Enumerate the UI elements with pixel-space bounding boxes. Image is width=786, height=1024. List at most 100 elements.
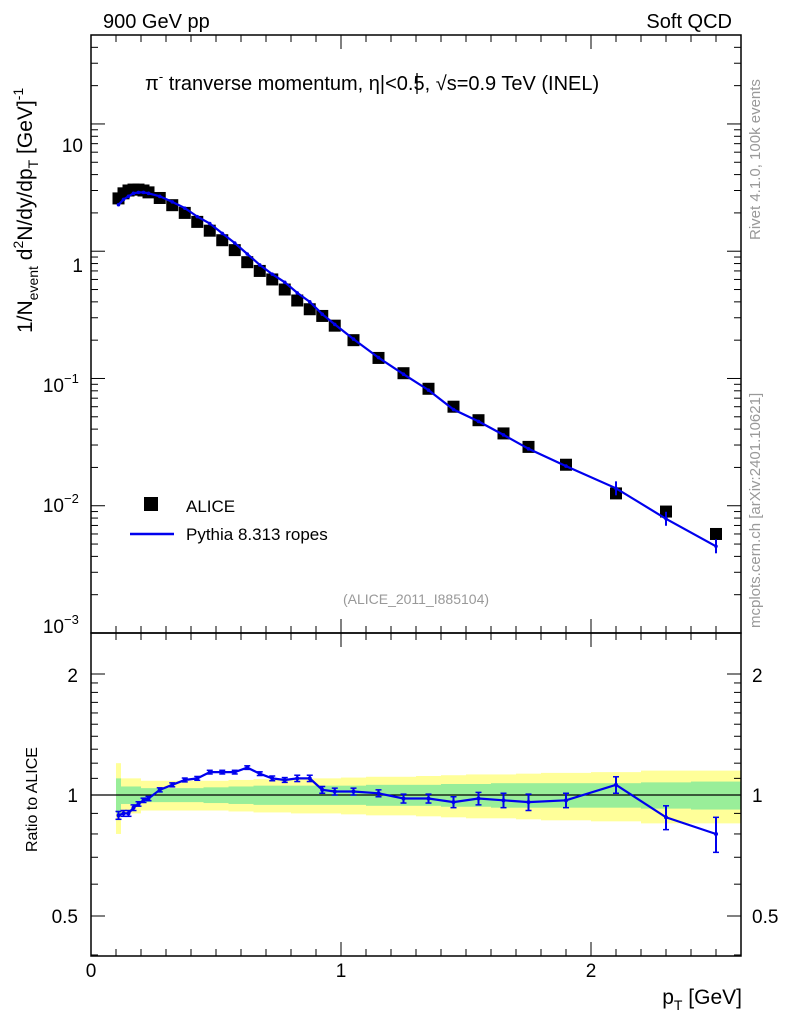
pythia-curve: [116, 190, 718, 554]
pythia-ratio-point: [257, 771, 262, 776]
x-tick-label-0: 0: [86, 961, 97, 982]
legend-data-marker: [144, 497, 158, 511]
y-tick-label-10: 10: [62, 136, 83, 157]
y-tick-exp-1e-3: −3: [64, 612, 79, 627]
pythia-point: [131, 191, 136, 196]
plot-title: π- tranverse momentum, η|<0.5, √s=0.9 Te…: [145, 69, 599, 95]
pythia-point: [182, 206, 187, 210]
pythia-point: [295, 291, 300, 295]
pythia-point: [476, 419, 481, 424]
mcplots-label: mcplots.cern.ch [arXiv:2401.10621]: [747, 393, 764, 628]
main-axis-ticks: [91, 34, 741, 634]
pythia-ratio-point: [664, 815, 668, 820]
pythia-point: [220, 231, 225, 236]
analysis-watermark: (ALICE_2011_I885104): [343, 591, 489, 607]
pythia-ratio-point: [295, 776, 300, 781]
pythia-ratio-point: [245, 765, 250, 770]
pythia-ratio-point: [614, 782, 618, 787]
pythia-ratio-point: [714, 831, 718, 836]
header-left: 900 GeV pp: [103, 11, 210, 33]
ratio-tick-label-1: 1: [67, 786, 78, 807]
pythia-ratio-point: [451, 800, 456, 805]
pythia-point: [257, 263, 262, 267]
pythia-point: [307, 300, 312, 304]
pythia-ratio-point: [332, 789, 337, 794]
y-tick-label-1e-1: 10: [43, 376, 64, 397]
y-tick-exp-1e-1: −1: [64, 371, 79, 386]
pythia-ratio-point: [207, 770, 212, 775]
pythia-ratio-point: [157, 787, 162, 792]
pythia-ratio-point: [121, 811, 126, 816]
alice-data-point: [660, 505, 672, 518]
pythia-point: [270, 272, 275, 276]
pythia-ratio-point: [170, 782, 175, 787]
y-tick-label-1e-3: 10: [43, 617, 64, 638]
pythia-point: [207, 221, 212, 226]
pythia-point: [376, 355, 381, 360]
alice-data-point: [278, 283, 291, 296]
pythia-curve-line: [117, 191, 717, 548]
pythia-ratio-point: [351, 789, 356, 794]
y-tick-label-1: 1: [72, 256, 83, 277]
alice-data-point: [203, 224, 216, 237]
pythia-point: [501, 433, 506, 437]
pythia-ratio-point: [136, 801, 141, 806]
pythia-point: [332, 322, 337, 327]
pythia-ratio-point: [526, 800, 531, 805]
header-right: Soft QCD: [646, 11, 732, 33]
pythia-ratio-point: [307, 776, 312, 781]
x-tick-label-1: 1: [336, 961, 347, 982]
pythia-ratio-point: [220, 770, 225, 775]
pythia-ratio-point: [426, 796, 431, 801]
pythia-ratio-point: [320, 787, 325, 792]
pythia-point: [170, 200, 175, 204]
pythia-point: [141, 190, 146, 195]
pythia-ratio-point: [131, 805, 136, 810]
pythia-point: [245, 252, 250, 256]
y-tick-label-1e-2: 10: [43, 496, 64, 517]
pythia-point: [564, 464, 568, 468]
main-y-axis-label: 1/Nevent d2N/dy/dpT [GeV]-1: [10, 88, 41, 333]
pythia-point: [157, 194, 162, 199]
pythia-ratio-point: [116, 813, 121, 818]
legend-data-label: ALICE: [186, 497, 235, 516]
ratio-tick-label-2: 2: [67, 666, 78, 687]
pythia-point: [320, 312, 325, 316]
legend-mc-label: Pythia 8.313 ropes: [186, 525, 328, 544]
ratio-tick-label-right-0-5: 0.5: [752, 907, 778, 928]
pythia-point: [401, 372, 406, 377]
ratio-tick-label-right-2: 2: [752, 666, 763, 687]
ratio-band-inner-0: [116, 778, 121, 814]
pythia-point: [232, 241, 237, 245]
pythia-ratio-point: [126, 811, 131, 816]
pythia-ratio-point: [282, 777, 287, 782]
pythia-ratio-point: [232, 770, 237, 775]
pythia-ratio-point: [476, 796, 481, 801]
alice-data-point: [291, 294, 304, 307]
alice-data-point: [710, 527, 722, 540]
pythia-ratio-point: [376, 791, 381, 796]
ratio-tick-label-0-5: 0.5: [52, 907, 78, 928]
pythia-point: [146, 191, 151, 196]
main-y-tick-labels: 10 1 10 −1 10 −2 10 −3: [43, 136, 83, 638]
pythia-ratio-point: [141, 798, 146, 803]
pythia-point: [526, 447, 531, 451]
alice-data-point: [216, 234, 229, 247]
ratio-tick-label-right-1: 1: [752, 786, 763, 807]
pythia-ratio-curve: [115, 765, 719, 854]
pythia-point: [195, 214, 200, 219]
x-axis-ticks: [90, 35, 742, 956]
pythia-ratio-point: [401, 796, 406, 801]
pythia-point: [282, 280, 287, 285]
y-tick-exp-1e-2: −2: [64, 491, 79, 506]
pythia-ratio-point: [182, 777, 187, 782]
legend: ALICE Pythia 8.313 ropes: [130, 497, 328, 544]
pythia-ratio-point: [146, 796, 151, 801]
pythia-point: [351, 337, 356, 341]
pythia-ratio-point: [564, 798, 568, 803]
pythia-ratio-point: [501, 798, 506, 803]
alice-data-point: [447, 400, 460, 413]
pythia-point: [426, 388, 431, 392]
pythia-point: [126, 194, 131, 199]
